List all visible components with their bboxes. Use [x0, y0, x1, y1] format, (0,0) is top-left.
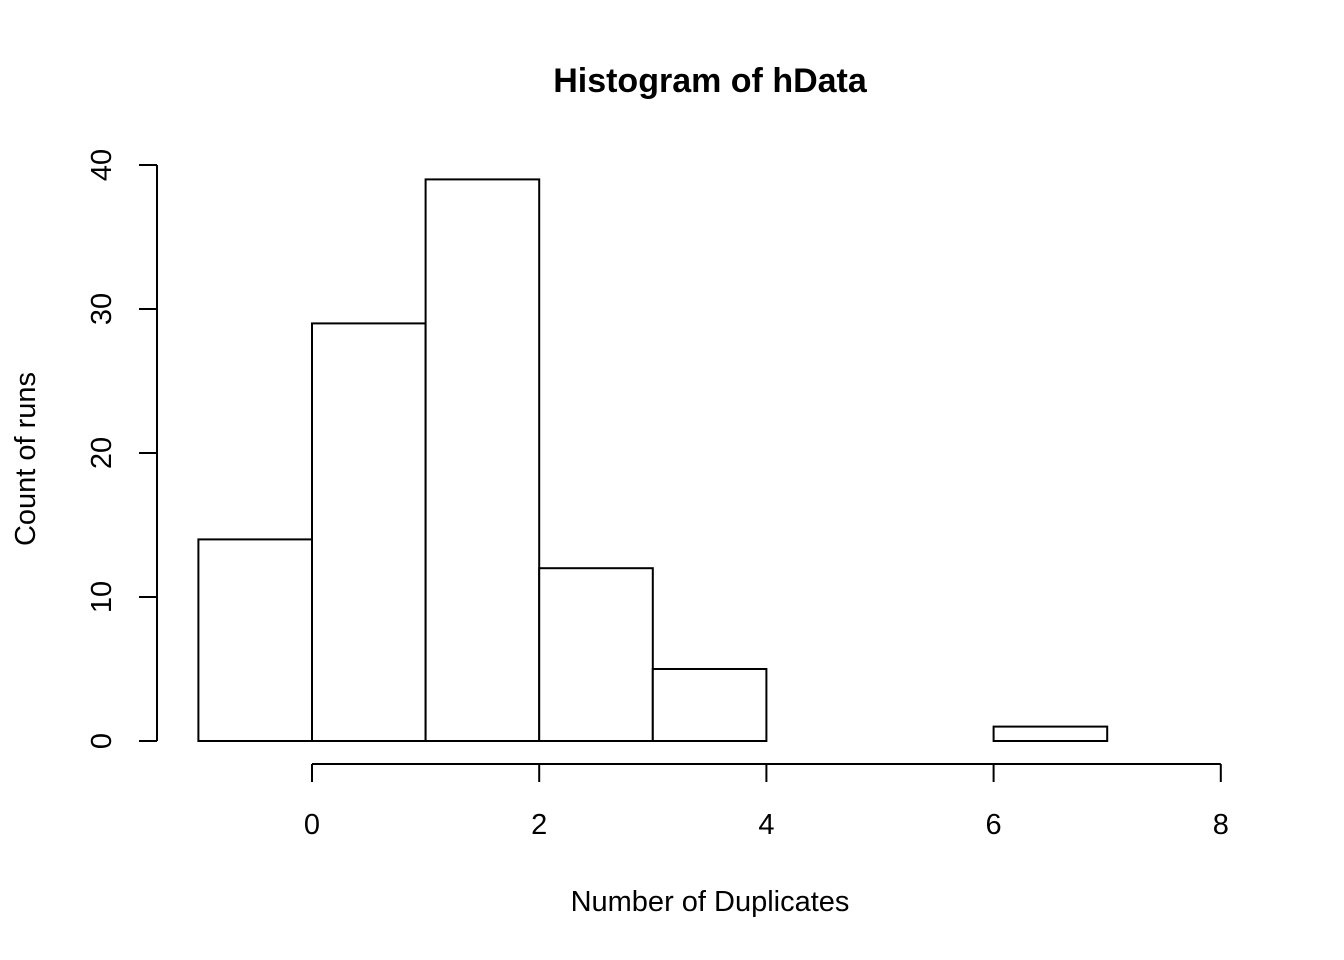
- histogram-bar: [424, 178, 541, 742]
- x-tick-label: 8: [1213, 809, 1229, 841]
- histogram-bar: [197, 538, 313, 743]
- chart-title: Histogram of hData: [553, 62, 868, 100]
- bars-layer: [197, 178, 1109, 743]
- y-tick-label: 20: [86, 437, 118, 469]
- x-tick-label: 6: [986, 809, 1002, 841]
- x-axis-label: Number of Duplicates: [571, 886, 850, 918]
- histogram-bar: [651, 668, 768, 742]
- x-axis: 0 2 4 6 8: [304, 763, 1229, 841]
- histogram-bar: [311, 322, 427, 742]
- y-tick-label: 40: [86, 149, 118, 181]
- x-tick-label: 0: [304, 809, 320, 841]
- x-tick-label: 2: [531, 809, 547, 841]
- histogram-bar: [992, 725, 1109, 742]
- y-tick-label: 30: [86, 293, 118, 325]
- y-tick-label: 10: [86, 581, 118, 613]
- y-axis: 0 10 20 30 40: [86, 149, 158, 749]
- x-tick-label: 4: [758, 809, 774, 841]
- y-axis-label: Count of runs: [10, 372, 42, 546]
- histogram-bar: [538, 567, 654, 743]
- y-tick-label: 0: [86, 733, 118, 749]
